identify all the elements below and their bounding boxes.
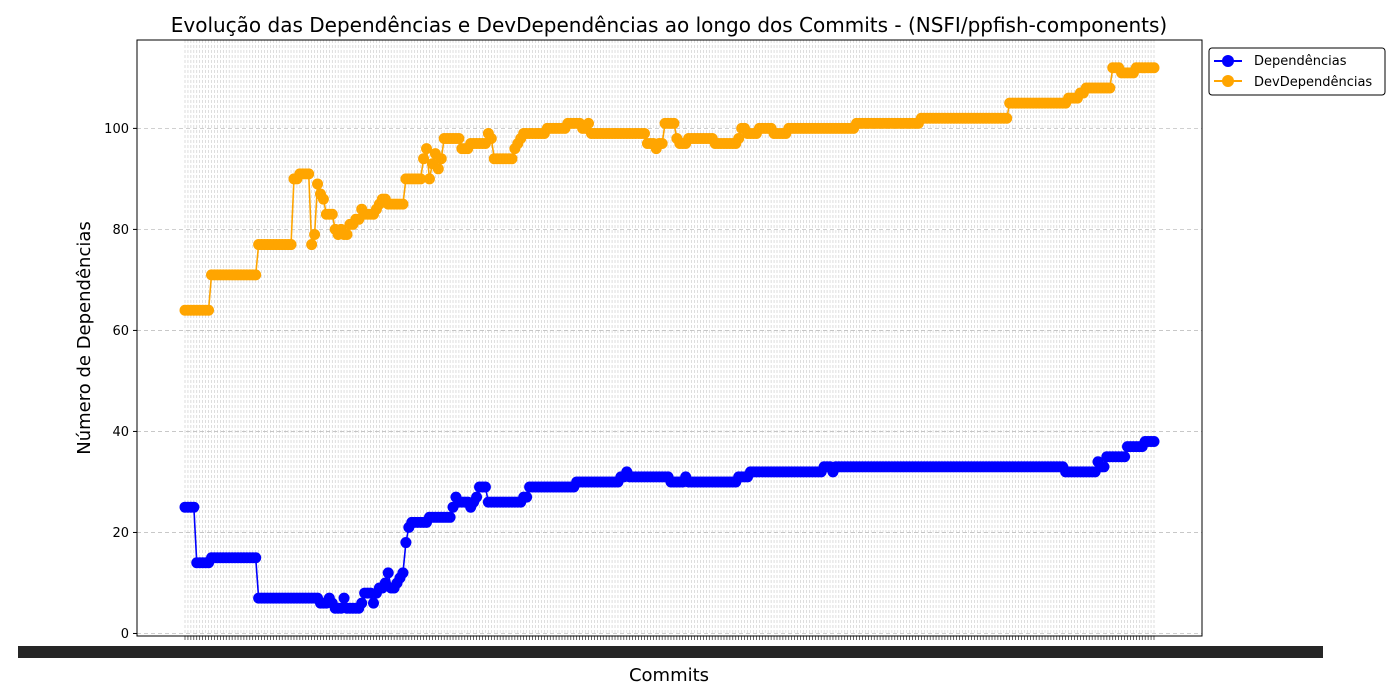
data-point [485, 132, 497, 144]
y-tick-label: 100 [104, 122, 129, 137]
series-devdependencias [179, 62, 1160, 316]
chart-title: Evolução das Dependências e DevDependênc… [171, 13, 1168, 37]
data-point [453, 132, 465, 144]
plot-frame [136, 39, 1203, 637]
data-point [397, 198, 409, 210]
data-point [312, 178, 324, 190]
data-point [668, 117, 680, 129]
data-point [317, 193, 329, 205]
data-point [415, 173, 427, 185]
data-point [506, 153, 518, 165]
data-point [306, 239, 318, 251]
data-point [1148, 62, 1160, 74]
data-point [1104, 82, 1116, 94]
y-axis-label: Número de Dependências [74, 221, 95, 455]
y-tick-label: 40 [112, 425, 129, 440]
data-point [338, 592, 350, 604]
data-point [368, 597, 379, 609]
data-point [1119, 451, 1131, 463]
legend-label-devdependencias: DevDependências [1254, 75, 1372, 90]
data-point [435, 153, 447, 165]
data-point [421, 143, 433, 155]
x-tick-label-band [18, 646, 1323, 658]
y-tick-label: 80 [112, 223, 129, 238]
legend-label-dependencias: Dependências [1254, 54, 1347, 69]
legend-marker-dependencias [1222, 55, 1234, 67]
data-point [638, 127, 650, 139]
data-point [397, 567, 409, 579]
data-point [341, 228, 353, 240]
data-point [1098, 461, 1110, 473]
data-point [285, 239, 297, 251]
data-point [733, 132, 745, 144]
data-point [423, 173, 435, 185]
data-point [356, 597, 368, 609]
y-tick-label: 20 [112, 526, 129, 541]
data-point [303, 168, 315, 180]
data-point [444, 511, 456, 523]
series-dependencias [179, 436, 1160, 614]
data-point [203, 304, 215, 316]
data-point [250, 269, 262, 281]
data-point [1001, 112, 1013, 124]
legend: Dependências DevDependências [1208, 47, 1386, 96]
data-point [583, 117, 594, 129]
data-point [521, 491, 533, 503]
data-point [479, 481, 491, 493]
legend-box [1208, 47, 1386, 96]
data-point [1148, 436, 1160, 448]
data-point [400, 537, 412, 549]
data-point [188, 501, 200, 513]
data-point [250, 552, 262, 564]
data-point [326, 208, 338, 220]
data-point [432, 163, 444, 175]
data-point [309, 228, 321, 240]
y-tick-label: 60 [112, 324, 129, 339]
data-point [656, 138, 668, 150]
y-tick-label: 0 [121, 627, 129, 642]
legend-marker-devdependencias [1222, 75, 1234, 87]
x-axis-label: Commits [629, 665, 709, 686]
data-point [471, 491, 483, 503]
data-point [418, 153, 430, 165]
data-point [382, 567, 394, 579]
